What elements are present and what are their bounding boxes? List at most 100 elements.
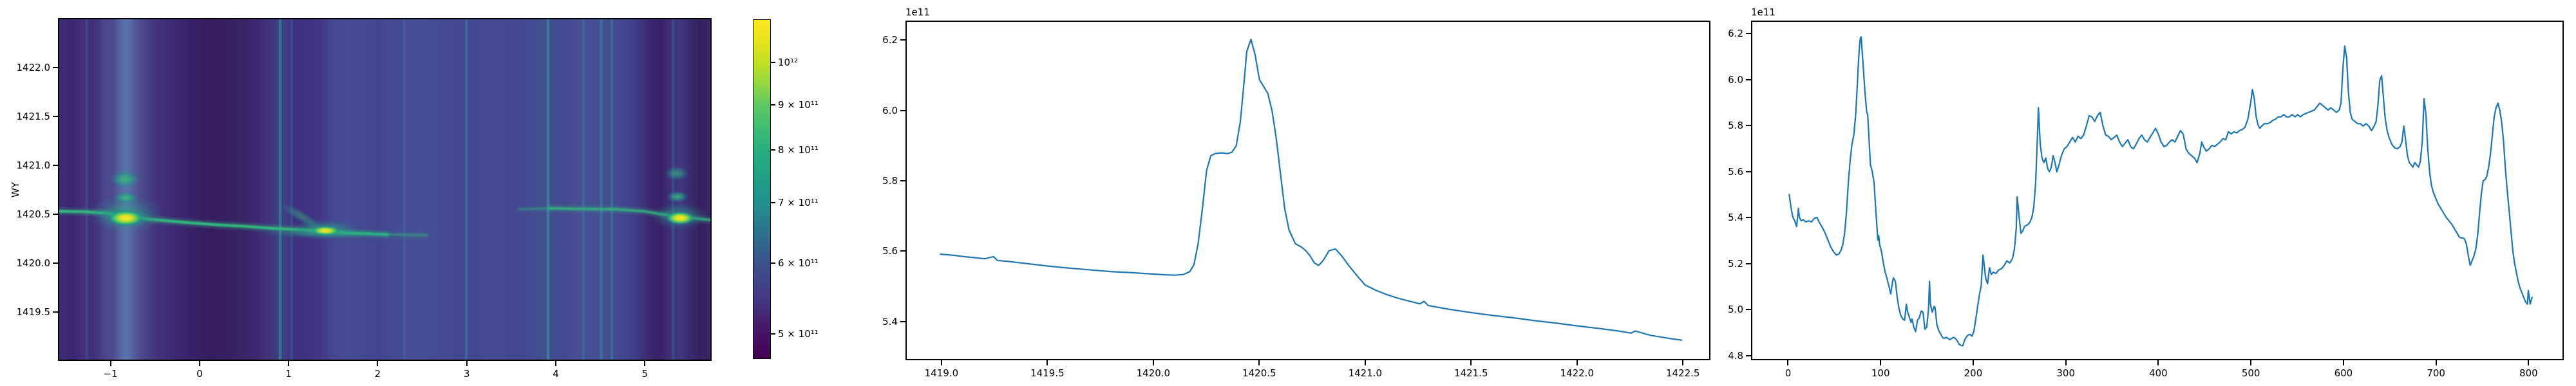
x-tick-label: 200 <box>1964 367 1983 379</box>
x-tick-label: 1419.5 <box>1030 367 1065 379</box>
y-tick <box>1746 354 1751 356</box>
x-tick-label: 0 <box>1785 367 1792 379</box>
x-tick-label: 1 <box>285 368 292 380</box>
y-tick <box>1746 78 1751 80</box>
x-tick-label: 0 <box>196 368 203 380</box>
x-tick-label: 1420.5 <box>1242 367 1276 379</box>
y-tick <box>1746 125 1751 127</box>
y-tick-label: 1421.5 <box>16 111 51 123</box>
colorbar-tick <box>771 333 775 335</box>
y-tick-label: 5.4 <box>882 315 898 327</box>
y-tick <box>53 262 58 264</box>
x-tick <box>1258 360 1260 365</box>
y-tick <box>1746 33 1751 35</box>
x-tick-label: 5 <box>641 368 649 380</box>
x-tick-label: 1421.5 <box>1454 367 1488 379</box>
y-tick <box>1746 170 1751 172</box>
y-tick <box>53 311 58 313</box>
x-tick-label: −1 <box>103 368 118 380</box>
colorbar-tick <box>771 62 775 64</box>
colorbar-tick-label: 7 × 10¹¹ <box>778 196 819 208</box>
x-tick <box>1880 360 1882 365</box>
y-tick-label: 4.8 <box>1728 349 1743 362</box>
x-tick <box>109 361 111 366</box>
right-line-axes <box>1751 21 2564 360</box>
x-tick <box>2065 360 2067 365</box>
colorbar-tick <box>771 262 775 264</box>
x-tick-label: 1420.0 <box>1136 367 1171 379</box>
x-tick-label: 1422.0 <box>1560 367 1595 379</box>
y-tick-label: 5.6 <box>1728 165 1743 178</box>
y-tick-label: 1420.0 <box>16 257 51 270</box>
x-tick <box>644 361 646 366</box>
y-tick <box>53 165 58 167</box>
spectrum-line-plot <box>940 39 1683 341</box>
y-tick-label: 1422.0 <box>16 62 51 74</box>
y-tick-label: 6.0 <box>1728 73 1743 86</box>
x-tick <box>2157 360 2159 365</box>
x-tick-label: 1422.5 <box>1665 367 1700 379</box>
colorbar-tick <box>771 149 775 151</box>
x-tick-label: 100 <box>1871 367 1890 379</box>
x-tick <box>1152 360 1154 365</box>
y-tick <box>1746 309 1751 311</box>
x-tick <box>198 361 200 366</box>
middle-line-axes <box>905 21 1710 360</box>
x-tick <box>377 361 379 366</box>
y-tick <box>900 39 905 41</box>
x-tick <box>2435 360 2437 365</box>
heatmap-axes <box>58 18 712 361</box>
x-tick-label: 1421.0 <box>1348 367 1383 379</box>
x-tick <box>288 361 290 366</box>
y-tick-label: 5.8 <box>1728 120 1743 132</box>
heatmap-ylabel: WY <box>10 182 21 198</box>
x-tick <box>2528 360 2530 365</box>
x-tick <box>1364 360 1366 365</box>
y-tick-label: 1420.5 <box>16 208 51 221</box>
colorbar-tick-label: 5 × 10¹¹ <box>778 327 819 340</box>
x-tick-label: 4 <box>553 368 559 380</box>
x-tick <box>1470 360 1472 365</box>
y-tick <box>1746 262 1751 264</box>
colorbar-tick-label: 6 × 10¹¹ <box>778 257 819 269</box>
y-tick <box>900 109 905 111</box>
y-tick <box>900 179 905 181</box>
y-tick <box>900 320 905 322</box>
x-tick <box>1682 360 1684 365</box>
colorbar-gradient <box>753 19 771 359</box>
x-tick-label: 600 <box>2334 367 2353 379</box>
y-tick-label: 1419.5 <box>16 306 51 318</box>
y-tick-label: 6.2 <box>1728 28 1743 40</box>
y-tick <box>53 67 58 69</box>
y-tick <box>900 250 905 252</box>
x-tick-label: 800 <box>2519 367 2538 379</box>
x-tick-label: 300 <box>2056 367 2075 379</box>
y-tick-label: 5.8 <box>882 174 898 187</box>
y-tick <box>1746 217 1751 219</box>
y-tick-label: 5.2 <box>1728 257 1743 270</box>
colorbar-tick <box>771 104 775 106</box>
x-tick <box>1576 360 1578 365</box>
x-tick-label: 500 <box>2241 367 2260 379</box>
colorbar-tick-label: 9 × 10¹¹ <box>778 98 819 111</box>
y-tick-label: 5.0 <box>1728 304 1743 316</box>
x-tick <box>940 360 942 365</box>
x-tick-label: 1419.0 <box>924 367 959 379</box>
colorbar-tick-label: 8 × 10¹¹ <box>778 144 819 156</box>
x-tick <box>2342 360 2344 365</box>
right-plot-offset-label: 1e11 <box>1751 6 1776 18</box>
x-tick <box>2250 360 2252 365</box>
y-tick-label: 6.2 <box>882 34 898 46</box>
x-tick-label: 2 <box>374 368 381 380</box>
y-tick-label: 5.4 <box>1728 212 1743 224</box>
x-tick <box>1046 360 1048 365</box>
colorbar-tick-label: 10¹² <box>778 57 799 69</box>
heatmap-image <box>59 19 710 360</box>
x-tick-label: 400 <box>2149 367 2168 379</box>
y-tick-label: 6.0 <box>882 104 898 116</box>
middle-plot-offset-label: 1e11 <box>905 6 930 18</box>
line-series-path <box>1788 36 2533 347</box>
x-tick <box>466 361 468 366</box>
x-tick-label: 700 <box>2427 367 2445 379</box>
